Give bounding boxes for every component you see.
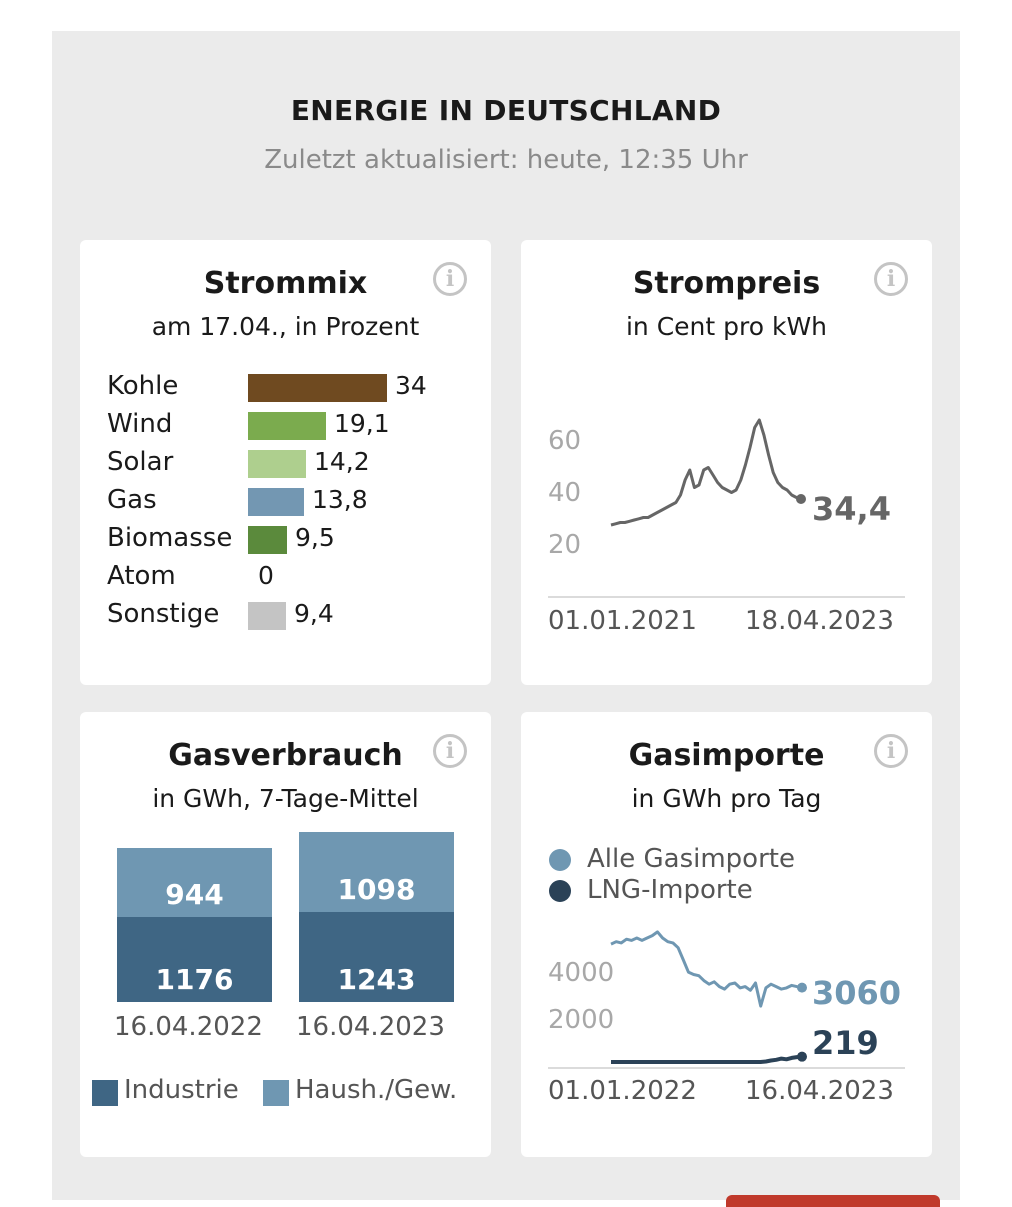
strompreis-subtitle: in Cent pro kWh <box>625 312 828 341</box>
last-value-lng: 219 <box>812 1024 879 1062</box>
gasverbrauch-card[interactable]: Gasverbrauch in GWh, 7-Tage-Mittel i 117… <box>80 712 491 1157</box>
info-icon[interactable]: i <box>433 262 467 296</box>
more-button[interactable] <box>726 1195 940 1207</box>
legend-label-haushalte: Haush./Gew. <box>295 1075 458 1105</box>
strommix-bar <box>248 488 304 516</box>
strommix-category-label: Wind <box>107 409 173 439</box>
last-point-marker <box>797 982 807 993</box>
y-tick-label: 60 <box>548 426 582 456</box>
legend-label-alle: Alle Gasimporte <box>587 844 795 874</box>
x-end-label: 18.04.2023 <box>745 606 894 636</box>
gasverbrauch-bar-segment: 1176 <box>117 917 272 1002</box>
series-line-alle <box>610 930 803 1008</box>
strommix-category-label: Atom <box>107 561 176 591</box>
strommix-subtitle: am 17.04., in Prozent <box>151 312 420 341</box>
category-label: 16.04.2023 <box>296 1012 445 1042</box>
info-icon[interactable]: i <box>433 734 467 768</box>
strommix-value-label: 9,5 <box>295 523 335 552</box>
strompreis-title: Strompreis <box>632 266 821 301</box>
strommix-card[interactable]: Strommix am 17.04., in Prozent i Kohle 34… <box>80 240 491 685</box>
strommix-value-label: 19,1 <box>334 409 390 438</box>
series-line-lng <box>611 1054 803 1064</box>
y-tick-label: 2000 <box>548 1005 615 1035</box>
info-icon[interactable]: i <box>874 262 908 296</box>
strommix-category-label: Kohle <box>107 371 179 401</box>
gasverbrauch-bar-segment: 1098 <box>299 832 454 912</box>
page-title: ENERGIE IN DEUTSCHLAND <box>290 94 722 127</box>
strommix-bar <box>248 602 286 630</box>
strommix-value-label: 0 <box>258 561 274 590</box>
last-value-alle: 3060 <box>812 974 902 1012</box>
strommix-category-label: Solar <box>107 447 174 477</box>
gasimporte-line-chart <box>548 930 905 1069</box>
last-value-label: 34,4 <box>812 490 891 528</box>
gasverbrauch-bar-segment: 944 <box>117 848 272 917</box>
gasimporte-title: Gasimporte <box>628 738 825 773</box>
gasimporte-subtitle: in GWh pro Tag <box>631 784 822 813</box>
strommix-bar <box>248 526 287 554</box>
strommix-bar <box>248 412 326 440</box>
gasverbrauch-subtitle: in GWh, 7-Tage-Mittel <box>152 784 419 813</box>
strommix-bar <box>248 450 306 478</box>
last-point-marker <box>796 494 806 504</box>
gasverbrauch-bar-segment: 1243 <box>299 912 454 1002</box>
y-tick-label: 20 <box>548 530 582 560</box>
legend-label-industrie: Industrie <box>124 1075 239 1105</box>
strommix-value-label: 13,8 <box>312 485 368 514</box>
strommix-title: Strommix <box>203 266 368 301</box>
y-tick-label: 40 <box>548 478 582 508</box>
x-start-label: 01.01.2022 <box>548 1076 697 1106</box>
legend-dot-alle <box>549 849 571 871</box>
last-point-marker <box>797 1051 807 1062</box>
y-tick-label: 4000 <box>548 958 615 988</box>
gasverbrauch-title: Gasverbrauch <box>168 738 403 773</box>
strommix-value-label: 9,4 <box>294 599 334 628</box>
gasimporte-card[interactable]: Gasimporte in GWh pro Tag i Alle Gasimpo… <box>521 712 932 1157</box>
legend-swatch-industrie <box>92 1080 118 1106</box>
strommix-category-label: Sonstige <box>107 599 220 629</box>
strommix-category-label: Biomasse <box>107 523 233 553</box>
strommix-category-label: Gas <box>107 485 157 515</box>
x-start-label: 01.01.2021 <box>548 606 697 636</box>
strompreis-card[interactable]: Strompreis in Cent pro kWh i 60 40 20 01… <box>521 240 932 685</box>
strommix-value-label: 14,2 <box>314 447 370 476</box>
legend-swatch-haushalte <box>263 1080 289 1106</box>
last-updated: Zuletzt aktualisiert: heute, 12:35 Uhr <box>264 145 748 175</box>
strompreis-line-chart <box>548 418 905 598</box>
legend-label-lng: LNG-Importe <box>587 875 753 905</box>
x-end-label: 16.04.2023 <box>745 1076 894 1106</box>
legend-dot-lng <box>549 880 571 902</box>
strompreis-series-line <box>610 418 802 527</box>
info-icon[interactable]: i <box>874 734 908 768</box>
strommix-value-label: 34 <box>395 371 427 400</box>
category-label: 16.04.2022 <box>114 1012 263 1042</box>
strommix-bar <box>248 374 387 402</box>
